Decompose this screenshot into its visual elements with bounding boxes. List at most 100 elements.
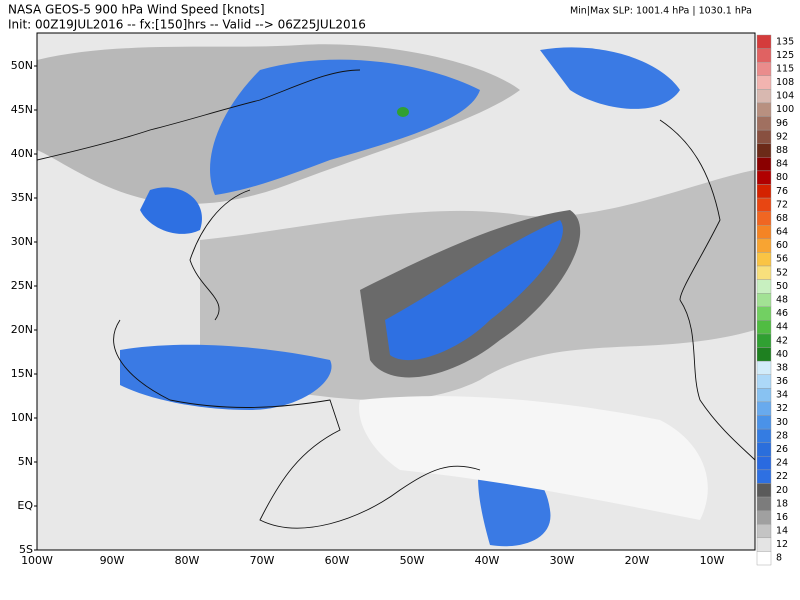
color-swatch bbox=[756, 428, 772, 443]
lon-label: 90W bbox=[100, 554, 125, 567]
coastline bbox=[37, 69, 755, 529]
colorbar-label: 104 bbox=[776, 91, 794, 102]
field-light bbox=[359, 396, 708, 520]
colorbar-label: 26 bbox=[776, 444, 788, 455]
colorbar-label: 56 bbox=[776, 254, 788, 265]
colorbar-label: 125 bbox=[776, 50, 794, 61]
colorbar-label: 84 bbox=[776, 159, 788, 170]
colorbar-label: 96 bbox=[776, 118, 788, 129]
colorbar-label: 68 bbox=[776, 213, 788, 224]
colorbar-label: 52 bbox=[776, 267, 788, 278]
color-swatch bbox=[756, 129, 772, 144]
slp-range: Min|Max SLP: 1001.4 hPa | 1030.1 hPa bbox=[570, 6, 752, 17]
color-swatch bbox=[756, 347, 772, 362]
colorbar-label: 12 bbox=[776, 539, 788, 550]
color-swatch bbox=[756, 360, 772, 375]
colorbar-label: 46 bbox=[776, 308, 788, 319]
colorbar-label: 22 bbox=[776, 471, 788, 482]
field-blue bbox=[140, 187, 202, 234]
lat-label: 20N bbox=[11, 323, 33, 336]
color-swatch bbox=[756, 537, 772, 552]
field-green bbox=[397, 107, 409, 117]
colorbar-label: 50 bbox=[776, 281, 788, 292]
color-swatch bbox=[756, 524, 772, 539]
lat-label: 40N bbox=[11, 147, 33, 160]
color-swatch bbox=[756, 279, 772, 294]
colorbar-label: 92 bbox=[776, 131, 788, 142]
map-frame bbox=[36, 32, 756, 551]
lat-label: 25N bbox=[11, 279, 33, 292]
colorbar-label: 30 bbox=[776, 417, 788, 428]
colorbar-label: 18 bbox=[776, 498, 788, 509]
lon-label: 50W bbox=[400, 554, 425, 567]
lat-label: 30N bbox=[11, 235, 33, 248]
color-swatch bbox=[756, 143, 772, 158]
color-swatch bbox=[756, 225, 772, 240]
color-swatch bbox=[756, 456, 772, 471]
lon-label: 80W bbox=[175, 554, 200, 567]
color-swatch bbox=[756, 157, 772, 172]
colorbar-label: 16 bbox=[776, 512, 788, 523]
color-swatch bbox=[756, 442, 772, 457]
color-swatch bbox=[756, 374, 772, 389]
colorbar-label: 40 bbox=[776, 349, 788, 360]
lat-label: 50N bbox=[11, 59, 33, 72]
color-swatch bbox=[756, 102, 772, 117]
colorbar-label: 36 bbox=[776, 376, 788, 387]
colorbar-label: 100 bbox=[776, 104, 794, 115]
color-swatch bbox=[756, 415, 772, 430]
color-swatch bbox=[756, 211, 772, 226]
colorbar: 135 125 115 108 104 100 96 92 88 84 80 76 72 68 64 60 56… bbox=[756, 34, 794, 566]
colorbar-label: 48 bbox=[776, 295, 788, 306]
colorbar-label: 88 bbox=[776, 145, 788, 156]
lat-label: 15N bbox=[11, 367, 33, 380]
colorbar-label: 115 bbox=[776, 63, 794, 74]
color-swatch bbox=[756, 116, 772, 131]
field-blue bbox=[120, 344, 332, 410]
colorbar-label: 20 bbox=[776, 485, 788, 496]
lon-label: 60W bbox=[325, 554, 350, 567]
colorbar-label: 24 bbox=[776, 458, 788, 469]
wind-field bbox=[37, 33, 755, 550]
color-swatch bbox=[756, 170, 772, 185]
lon-label: 10W bbox=[700, 554, 725, 567]
color-swatch bbox=[756, 483, 772, 498]
color-swatch bbox=[756, 496, 772, 511]
color-swatch bbox=[756, 75, 772, 90]
color-swatch bbox=[756, 265, 772, 280]
colorbar-label: 14 bbox=[776, 526, 788, 537]
color-swatch bbox=[756, 551, 772, 566]
colorbar-label: 108 bbox=[776, 77, 794, 88]
color-swatch bbox=[756, 197, 772, 212]
color-swatch bbox=[756, 333, 772, 348]
colorbar-label: 76 bbox=[776, 186, 788, 197]
lat-label: 5S bbox=[19, 543, 33, 556]
colorbar-label: 64 bbox=[776, 227, 788, 238]
lat-label: 10N bbox=[11, 411, 33, 424]
lat-label: 35N bbox=[11, 191, 33, 204]
color-swatch bbox=[756, 184, 772, 199]
colorbar-label: 60 bbox=[776, 240, 788, 251]
lon-label: 20W bbox=[625, 554, 650, 567]
colorbar-label: 34 bbox=[776, 390, 788, 401]
lon-label: 100W bbox=[21, 554, 53, 567]
lon-label: 40W bbox=[475, 554, 500, 567]
lat-label: 45N bbox=[11, 103, 33, 116]
lat-label: EQ bbox=[17, 499, 33, 512]
colorbar-label: 32 bbox=[776, 403, 788, 414]
colorbar-label: 135 bbox=[776, 36, 794, 47]
colorbar-label: 8 bbox=[776, 553, 782, 564]
color-swatch bbox=[756, 469, 772, 484]
field-blue bbox=[540, 47, 680, 109]
color-swatch bbox=[756, 510, 772, 525]
colorbar-label: 44 bbox=[776, 322, 788, 333]
color-swatch bbox=[756, 306, 772, 321]
subtitle: Init: 00Z19JUL2016 -- fx:[150]hrs -- Val… bbox=[8, 18, 366, 32]
colorbar-label: 80 bbox=[776, 172, 788, 183]
colorbar-label: 38 bbox=[776, 362, 788, 373]
colorbar-label: 28 bbox=[776, 430, 788, 441]
color-swatch bbox=[756, 252, 772, 267]
color-swatch bbox=[756, 401, 772, 416]
